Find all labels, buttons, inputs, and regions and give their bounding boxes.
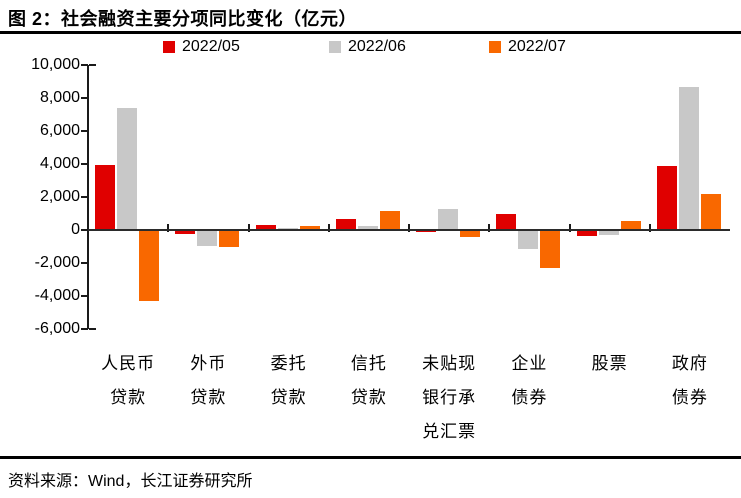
bar-2022/06-企业债券	[518, 229, 539, 250]
bar-2022/06-未贴现银行承兑汇票	[438, 209, 459, 230]
bar-2022/06-股票	[598, 229, 619, 236]
bar-2022/05-人民币贷款	[95, 165, 116, 230]
bar-2022/05-政府债券	[656, 166, 677, 230]
y-axis-tick	[81, 294, 88, 297]
legend-label: 2022/05	[182, 38, 240, 55]
bar-2022/05-委托贷款	[255, 225, 276, 230]
bar-2022/05-信托贷款	[335, 218, 356, 230]
legend-item: 2022/05	[163, 38, 240, 56]
bar-2022/05-外币贷款	[175, 229, 196, 234]
y-axis-tick-label: 10,000	[31, 56, 80, 73]
x-axis-label-股票: 股票	[591, 354, 628, 373]
bar-2022/07-信托贷款	[379, 210, 400, 230]
y-axis-tick	[81, 129, 88, 132]
x-axis-tick	[488, 224, 491, 233]
x-axis-label-委托贷款: 委托 贷款	[270, 354, 307, 407]
footer-divider	[0, 456, 741, 459]
source-note: 资料来源：Wind，长江证券研究所	[8, 473, 253, 490]
x-axis-tick	[648, 224, 651, 233]
legend-label: 2022/07	[508, 38, 566, 55]
y-axis-corner-tick	[89, 64, 96, 66]
x-axis-label-企业债券: 企业 债券	[511, 354, 548, 407]
y-axis-tick-label: -4,000	[34, 286, 80, 304]
x-axis-label-信托贷款: 信托 贷款	[350, 354, 387, 407]
y-axis-tick-label: 2,000	[39, 187, 80, 205]
bar-2022/07-人民币贷款	[139, 229, 160, 301]
bar-2022/06-人民币贷款	[117, 107, 138, 230]
y-axis-tick	[81, 228, 88, 231]
y-axis-tick-label: 8,000	[39, 88, 80, 106]
bar-2022/07-股票	[620, 221, 641, 230]
bar-2022/07-外币贷款	[219, 229, 240, 248]
x-axis-label-人民币贷款: 人民币 贷款	[101, 354, 156, 407]
y-axis-tick	[81, 261, 88, 264]
y-axis-corner-tick	[89, 327, 96, 330]
y-axis-tick-label: 0	[71, 220, 80, 238]
chart-title: 图 2：社会融资主要分项同比变化（亿元）	[8, 9, 358, 29]
x-axis-label-未贴现银行承兑汇票: 未贴现 银行承 兑汇票	[422, 354, 477, 441]
title-divider	[0, 31, 741, 34]
y-axis-tick-label: -6,000	[34, 319, 80, 337]
x-axis-tick	[327, 224, 330, 233]
x-axis-label-政府债券: 政府 债券	[671, 354, 708, 407]
bar-2022/07-未贴现银行承兑汇票	[460, 229, 481, 237]
bar-2022/07-企业债券	[540, 229, 561, 269]
x-axis-zero-line	[88, 228, 730, 232]
bar-2022/05-股票	[576, 229, 597, 237]
chart-legend: 2022/05 2022/06 2022/07	[0, 38, 741, 58]
legend-item: 2022/06	[329, 38, 406, 56]
legend-swatch-icon	[489, 41, 501, 53]
x-axis-label-外币贷款: 外币 贷款	[190, 354, 227, 407]
bar-2022/06-外币贷款	[197, 229, 218, 246]
y-axis-tick	[81, 64, 88, 66]
bar-2022/07-委托贷款	[299, 225, 320, 230]
y-axis-tick-label: 4,000	[39, 154, 80, 172]
legend-item: 2022/07	[489, 38, 566, 56]
y-axis-tick-label: 6,000	[39, 121, 80, 139]
bar-2022/05-企业债券	[496, 214, 517, 230]
legend-swatch-icon	[163, 41, 175, 53]
legend-label: 2022/06	[348, 38, 406, 55]
y-axis-tick	[81, 195, 88, 198]
x-axis-tick	[247, 224, 250, 233]
y-axis-tick	[81, 327, 88, 330]
legend-swatch-icon	[329, 41, 341, 53]
y-axis-tick	[81, 162, 88, 165]
bar-2022/07-政府债券	[700, 193, 721, 230]
y-axis-line	[87, 65, 89, 329]
y-axis-tick	[81, 96, 88, 99]
x-axis-tick	[167, 224, 170, 233]
y-axis-tick-label: -2,000	[34, 253, 80, 271]
x-axis-tick	[408, 224, 410, 233]
bar-2022/06-政府债券	[678, 86, 699, 230]
x-axis-tick	[568, 224, 571, 233]
bar-2022/06-信托贷款	[357, 226, 378, 230]
